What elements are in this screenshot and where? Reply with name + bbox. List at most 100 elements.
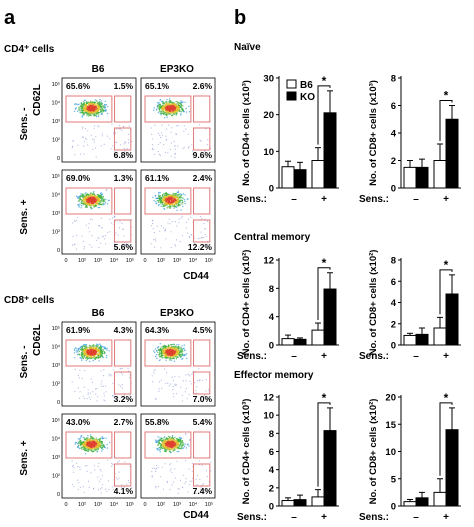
gate-central-memory xyxy=(193,431,211,459)
gate-percent-naive: 65.6% xyxy=(66,81,91,91)
bar-ko xyxy=(293,499,307,507)
x-tick-label: 0 xyxy=(64,502,67,508)
y-tick-label: 10⁵ xyxy=(52,325,60,332)
y-tick-label: 10⁴ xyxy=(52,192,61,199)
sens-axis-label: Sens.: xyxy=(237,351,267,362)
bar-ko xyxy=(415,497,429,507)
bar-ko xyxy=(445,293,459,346)
flow-plot-frame xyxy=(140,413,216,499)
gate-percent-effector-memory: 4.1% xyxy=(114,486,134,496)
y-tick-label: 10⁵ xyxy=(52,417,60,424)
y-tick-label: 0 xyxy=(391,502,396,513)
y-tick-label: 2 xyxy=(391,319,396,330)
bar-chart: 0 2 4 6 8 No. of CD8+ cells (x10³) – + Sens.: * xyxy=(359,74,461,205)
significance-star: * xyxy=(444,89,449,103)
significance-star: * xyxy=(444,258,449,272)
gate-percent-naive: 61.1% xyxy=(145,173,170,183)
y-tick-label: 0 xyxy=(269,184,274,195)
y-tick-label: 10⁵ xyxy=(52,81,60,88)
gate-effector-memory xyxy=(193,219,211,243)
x-tick-label: 0 xyxy=(143,502,146,508)
sens-axis-label: Sens.: xyxy=(237,512,267,523)
legend-swatch-b6 xyxy=(286,79,297,89)
bar-b6 xyxy=(311,496,325,507)
y-tick-label: 0 xyxy=(269,341,274,352)
y-tick-label: 0 xyxy=(57,400,60,406)
x-tick-label: 10⁴ xyxy=(189,501,198,508)
y-tick-label: 6 xyxy=(391,101,396,112)
bar-b6 xyxy=(403,501,417,507)
y-tick-label: 10² xyxy=(52,230,60,236)
legend-swatch-ko xyxy=(286,91,297,101)
panel-b-letter: b xyxy=(234,7,246,29)
bar-legend: B6 KO xyxy=(286,79,315,103)
gate-percent-naive: 55.8% xyxy=(145,417,170,427)
gate-effector-memory xyxy=(114,219,132,243)
y-tick-label: 4 xyxy=(391,129,397,140)
gate-central-memory xyxy=(114,339,132,367)
x-tick-label: 10² xyxy=(157,502,165,508)
significance-bracket xyxy=(439,100,453,141)
x-tick-label: – xyxy=(413,351,419,362)
significance-bracket xyxy=(317,85,331,145)
cd4-col-label-ep3ko: EP3KO xyxy=(160,64,194,75)
y-tick-label: 8 xyxy=(269,284,274,295)
y-tick-label: 10 xyxy=(263,411,274,422)
gate-central-memory xyxy=(114,431,132,459)
significance-bracket xyxy=(439,402,453,476)
gate-percent-naive: 69.0% xyxy=(66,173,91,183)
x-tick-label: – xyxy=(413,194,419,205)
x-tick-label: 10² xyxy=(157,258,165,264)
gate-percent-central-memory: 5.4% xyxy=(193,417,213,427)
x-tick-label: 10⁴ xyxy=(189,257,198,264)
bar-b6 xyxy=(433,491,447,507)
bar-chart: Central memory 0 4 8 12 No. of CD4+ cells (x1… xyxy=(234,232,339,362)
flow-plot-frame xyxy=(140,169,216,255)
gate-percent-naive: 64.3% xyxy=(145,325,170,335)
gate-percent-central-memory: 4.5% xyxy=(193,325,213,335)
significance-bracket xyxy=(317,267,331,321)
chart-section-title: Central memory xyxy=(234,232,311,243)
cd8-row-label-sens-minus: Sens. - xyxy=(19,346,30,379)
y-tick-label: 10³ xyxy=(52,455,60,461)
bar-ko xyxy=(415,166,429,189)
gate-percent-effector-memory: 7.4% xyxy=(193,486,213,496)
bar-b6 xyxy=(433,160,447,189)
flow-plot: 61.9% 4.3% 3.2% 0 10² 10³ 10⁴ 10⁵ xyxy=(52,321,137,407)
significance-star: * xyxy=(444,391,449,405)
gate-effector-memory xyxy=(114,127,132,151)
chart-section-title: Naïve xyxy=(234,42,261,53)
bar-b6 xyxy=(281,500,295,507)
flow-plot-frame xyxy=(61,321,137,407)
flow-plot: 69.0% 1.3% 5.6% 0 10² 10³ 10⁴ 10⁵ 0 10² 10³ 10⁴ 10⁵ xyxy=(52,169,137,264)
significance-bracket xyxy=(317,402,331,487)
x-tick-label: 10² xyxy=(78,258,86,264)
gate-central-memory xyxy=(193,187,211,215)
gate-percent-central-memory: 2.6% xyxy=(193,81,213,91)
gate-percent-central-memory: 2.7% xyxy=(114,417,134,427)
bar-b6 xyxy=(281,338,295,346)
x-tick-label: 10⁵ xyxy=(205,501,213,508)
bar-ko xyxy=(323,288,337,346)
gate-percent-naive: 61.9% xyxy=(66,325,91,335)
x-tick-label: 10⁵ xyxy=(126,257,134,264)
bar-chart: 0 5 10 15 20 No. of CD8+ cells (x10²) – + Sens.:… xyxy=(359,391,461,523)
x-tick-label: 10⁵ xyxy=(126,501,134,508)
y-tick-label: 0 xyxy=(391,341,396,352)
significance-bracket xyxy=(439,269,453,315)
x-tick-label: 0 xyxy=(143,258,146,264)
gate-naive xyxy=(144,339,192,367)
gate-effector-memory xyxy=(193,371,211,395)
y-axis-label: No. of CD4+ cells (x10³) xyxy=(241,399,252,505)
y-tick-label: 10² xyxy=(52,138,60,144)
sens-axis-label: Sens.: xyxy=(237,194,267,205)
legend-label-b6: B6 xyxy=(300,80,313,91)
x-tick-label: – xyxy=(291,512,297,523)
y-axis-label: No. of CD8+ cells (x10³) xyxy=(368,80,379,186)
flow-plot: 65.1% 2.6% 9.6% xyxy=(140,77,216,163)
y-tick-label: 2 xyxy=(391,156,396,167)
chart-section-title: Effector memory xyxy=(234,370,314,381)
sens-axis-label: Sens.: xyxy=(359,512,389,523)
gate-central-memory xyxy=(193,339,211,367)
bar-b6 xyxy=(311,329,325,346)
